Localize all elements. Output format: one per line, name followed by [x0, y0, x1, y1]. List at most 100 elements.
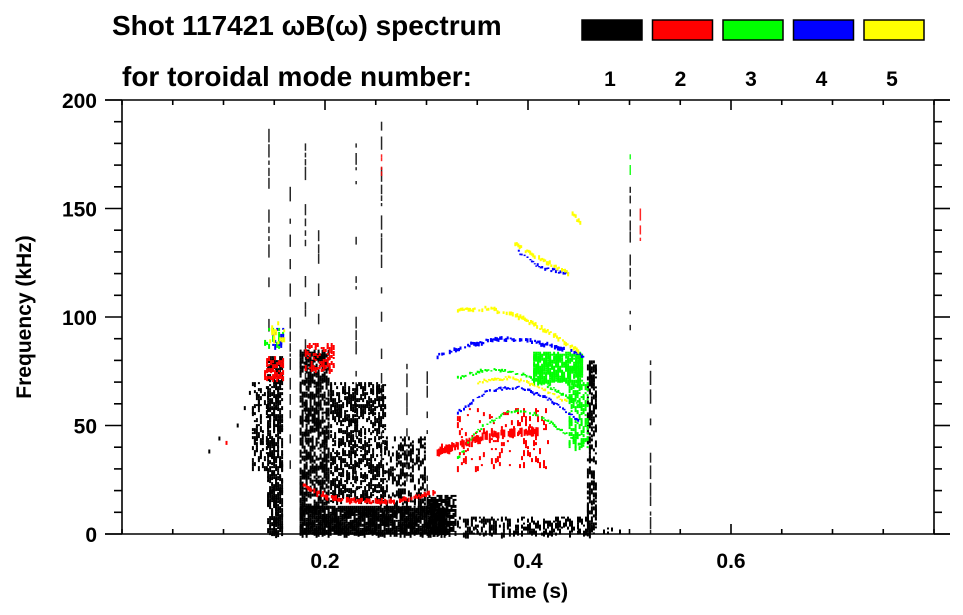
data-pixel: [352, 466, 355, 472]
data-pixel: [543, 520, 545, 526]
data-pixel: [317, 425, 320, 429]
data-pixel: [395, 474, 398, 477]
data-pixel: [519, 428, 522, 434]
data-pixel: [539, 369, 542, 373]
data-pixel: [555, 377, 558, 380]
data-pixel: [271, 329, 274, 336]
data-pixel: [370, 398, 373, 404]
data-pixel: [336, 408, 339, 412]
data-pixel: [423, 472, 426, 477]
data-pixel: [327, 515, 330, 519]
data-pixel: [306, 351, 309, 354]
data-pixel: [565, 411, 567, 414]
data-pixel: [582, 428, 585, 434]
data-pixel: [510, 411, 513, 414]
data-pixel: [452, 514, 455, 519]
data-streak: [289, 434, 291, 444]
data-pixel: [571, 528, 573, 533]
data-pixel: [375, 515, 378, 522]
data-pixel: [500, 518, 503, 522]
data-pixel: [559, 367, 562, 373]
data-pixel: [269, 502, 272, 509]
data-pixel: [489, 421, 492, 424]
data-pixel: [423, 456, 426, 461]
series-5-region: [269, 321, 286, 345]
data-pixel: [432, 506, 435, 509]
data-pixel: [380, 420, 383, 425]
data-pixel: [273, 392, 276, 399]
data-pixel: [405, 511, 408, 514]
data-pixel: [547, 419, 550, 422]
data-pixel: [592, 366, 595, 369]
data-pixel: [319, 355, 322, 360]
data-pixel: [338, 444, 341, 448]
data-pixel: [269, 478, 272, 484]
data-pixel: [350, 430, 353, 435]
data-streak: [355, 143, 357, 148]
data-pixel: [551, 528, 553, 531]
data-pixel: [323, 475, 326, 479]
data-pixel: [530, 390, 532, 393]
data-pixel: [271, 528, 274, 531]
data-pixel: [472, 433, 475, 436]
data-pixel: [305, 415, 308, 421]
data-pixel: [339, 517, 342, 520]
data-pixel: [480, 464, 483, 467]
data-pixel: [563, 365, 566, 368]
data-pixel: [461, 375, 464, 377]
data-pixel: [301, 525, 304, 529]
data-pixel: [516, 386, 519, 388]
data-pixel: [529, 528, 531, 531]
data-pixel: [347, 505, 350, 509]
data-pixel: [545, 424, 547, 431]
data-pixel: [584, 438, 587, 443]
data-pixel: [581, 361, 584, 365]
data-pixel: [553, 373, 556, 377]
data-pixel: [303, 361, 306, 365]
data-pixel: [553, 353, 556, 356]
data-pixel: [271, 442, 274, 445]
data-pixel: [507, 375, 510, 378]
data-pixel: [281, 492, 284, 496]
data-pixel: [594, 504, 597, 508]
data-pixel: [277, 454, 280, 459]
data-pixel: [281, 406, 284, 411]
data-pixel: [364, 432, 367, 436]
data-pixel: [372, 468, 375, 475]
data-pixel: [267, 494, 270, 498]
data-pixel: [362, 404, 365, 408]
data-pixel: [281, 440, 284, 447]
data-pixel: [488, 414, 491, 420]
data-pixel: [355, 509, 358, 513]
data-pixel: [369, 523, 372, 527]
data-pixel: [456, 466, 459, 473]
data-pixel: [464, 405, 467, 408]
data-pixel: [421, 482, 424, 487]
data-pixel: [321, 469, 324, 473]
data-pixel: [344, 480, 347, 483]
data-pixel: [508, 311, 511, 316]
data-pixel: [347, 497, 350, 503]
data-pixel: [557, 359, 560, 363]
data-pixel: [546, 329, 549, 332]
data-pixel: [384, 428, 387, 431]
data-pixel: [382, 388, 385, 393]
data-streak: [268, 244, 270, 258]
data-pixel: [301, 401, 304, 406]
data-pixel: [304, 353, 307, 357]
data-pixel: [448, 516, 451, 520]
data-pixel: [426, 496, 429, 500]
data-pixel: [421, 513, 424, 520]
data-streak: [406, 363, 408, 370]
data-pixel: [305, 521, 308, 525]
data-streak: [426, 371, 428, 384]
data-pixel: [253, 404, 256, 409]
data-pixel: [393, 502, 396, 507]
data-pixel: [348, 420, 351, 426]
data-pixel: [421, 511, 424, 514]
data-pixel: [315, 523, 318, 526]
data-pixel: [383, 498, 386, 504]
data-pixel: [346, 470, 349, 477]
data-streak: [629, 220, 631, 231]
data-pixel: [326, 495, 329, 501]
